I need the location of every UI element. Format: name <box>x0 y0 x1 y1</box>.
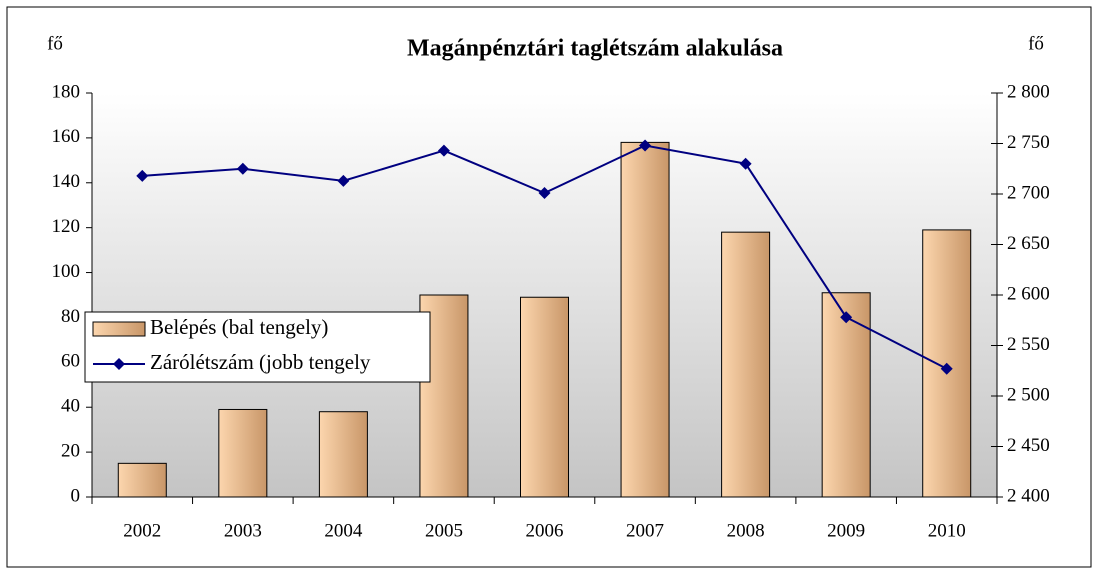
bar <box>620 141 670 498</box>
line-marker <box>136 169 149 182</box>
x-tick-label: 2010 <box>928 520 966 541</box>
legend-marker <box>113 358 125 370</box>
bar <box>721 231 771 498</box>
x-tick-label: 2002 <box>123 520 161 541</box>
y-tick-label: 0 <box>71 485 81 506</box>
chart-title: Magánpénztári taglétszám alakulása <box>407 36 783 62</box>
bar <box>520 296 569 498</box>
y-tick-label: 160 <box>52 126 81 147</box>
x-tick-label: 2008 <box>727 520 765 541</box>
y-tick-label: 140 <box>52 171 81 192</box>
x-tick-label: 2003 <box>224 520 262 541</box>
y-tick-label: 120 <box>52 216 81 237</box>
y2-tick-label: 2 450 <box>1007 435 1050 456</box>
line-marker <box>538 186 551 199</box>
x-tick-label: 2007 <box>626 520 664 541</box>
legend-label: Belépés (bal tengely) <box>150 315 328 339</box>
x-tick-label: 2005 <box>425 520 463 541</box>
bar <box>318 411 368 498</box>
bar <box>218 408 268 498</box>
line-marker <box>840 311 853 324</box>
x-tick-label: 2006 <box>526 520 564 541</box>
y2-tick-label: 2 600 <box>1007 283 1050 304</box>
x-tick-label: 2004 <box>324 520 363 541</box>
legend-swatch <box>92 321 146 337</box>
y-tick-label: 180 <box>52 81 81 102</box>
line-marker <box>940 362 953 375</box>
y2-tick-label: 2 500 <box>1007 384 1050 405</box>
y-tick-label: 60 <box>61 351 80 372</box>
line-marker <box>337 174 350 187</box>
y2-tick-label: 2 650 <box>1007 233 1050 254</box>
y-axis-label: fő <box>47 33 63 54</box>
bar <box>117 462 167 498</box>
y2-tick-label: 2 750 <box>1007 132 1050 153</box>
y-tick-label: 80 <box>61 306 80 327</box>
y2-tick-label: 2 700 <box>1007 182 1050 203</box>
line-marker <box>639 139 652 152</box>
y2-axis-label: fő <box>1028 33 1044 54</box>
y-tick-label: 20 <box>61 440 80 461</box>
line-marker <box>739 157 752 170</box>
y-tick-label: 40 <box>61 396 80 417</box>
y2-tick-label: 2 400 <box>1007 485 1050 506</box>
x-tick-label: 2009 <box>827 520 865 541</box>
line-marker <box>236 162 249 175</box>
legend-label: Zárólétszám (jobb tengely <box>150 350 371 374</box>
bar <box>821 292 871 498</box>
y2-tick-label: 2 550 <box>1007 334 1050 355</box>
y2-tick-label: 2 800 <box>1007 81 1050 102</box>
y-tick-label: 100 <box>52 261 81 282</box>
line-marker <box>437 144 450 157</box>
